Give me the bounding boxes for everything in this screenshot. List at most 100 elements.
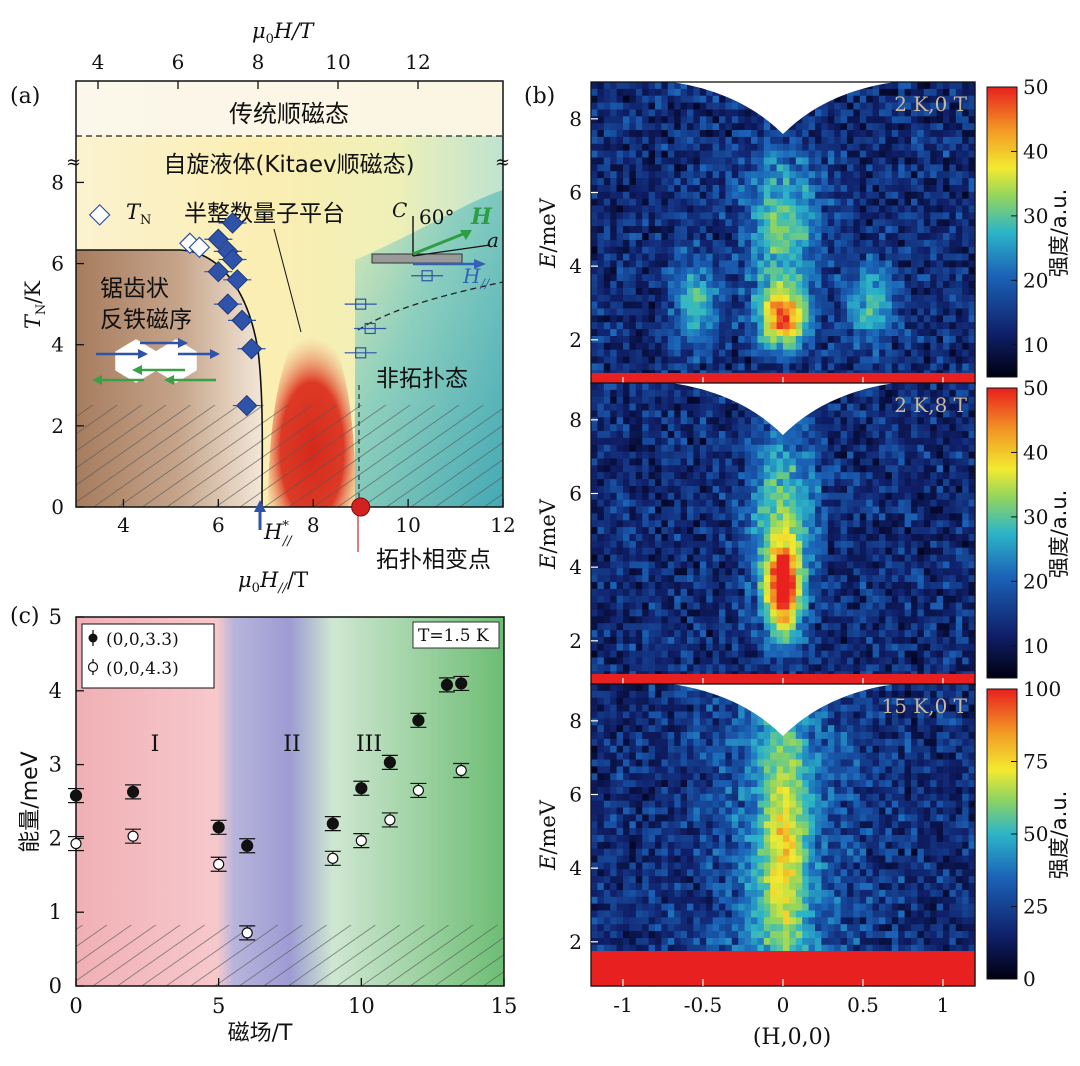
y-tick-label: 6	[569, 180, 582, 204]
tn-label: TN	[126, 200, 151, 228]
y-axis-label: E/meV	[536, 799, 560, 871]
crossover-open-square	[355, 347, 367, 359]
series-1-point	[69, 789, 83, 802]
x-tick-label: 12	[490, 513, 515, 537]
non-topological-label: 非拓扑态	[376, 366, 468, 392]
legend-series-2: (0,0,4.3)	[106, 659, 179, 679]
colorbar	[986, 86, 1018, 378]
x-tick-label: 4	[117, 513, 130, 537]
region-label-ii: II	[283, 732, 300, 757]
spin-liquid-label: 自旋液体(Kitaev顺磁态)	[163, 152, 414, 178]
field-geometry-inset: C 60° H a H//	[371, 198, 499, 292]
colorbar-tick-label: 20	[1023, 268, 1048, 292]
colorbar-tick-label: 10	[1023, 333, 1048, 357]
condition-label: 2 K,8 T	[894, 393, 967, 417]
x-tick-label: 10	[348, 994, 375, 1018]
panel-c-xlabel: 磁场/T	[228, 1021, 293, 1046]
tn-filled-diamond	[221, 248, 244, 271]
colorbar-tick-label: 20	[1023, 569, 1048, 593]
series-2-point	[384, 814, 396, 826]
y-tick-label: 2	[569, 629, 582, 653]
panel-c-ticks: 0 5 10 15 0 1 2 3 4 5	[49, 605, 518, 1018]
region-label-iii: III	[356, 732, 382, 757]
y-tick-label: 6	[569, 481, 582, 505]
crossover-open-square	[364, 322, 376, 335]
colorbar-tick-label: 25	[1023, 895, 1048, 919]
top-axis-label: μ0H/T	[252, 19, 315, 47]
left-axis-label: TN/K	[21, 281, 49, 329]
critical-field-label: H*//	[263, 519, 293, 549]
series-1-point	[455, 677, 468, 690]
crossover-open-square	[355, 298, 367, 310]
colorbar-label: 强度/a.u.	[1047, 490, 1071, 579]
series-1-point	[212, 821, 225, 834]
x-tick-label: 15	[491, 994, 518, 1018]
h-parallel-label: H//	[462, 264, 491, 292]
y-tick-label: 4	[569, 254, 582, 278]
axis-break-left: ≈	[66, 152, 81, 173]
series-1-point	[383, 756, 396, 769]
legend-series-1: (0,0,3.3)	[106, 630, 179, 650]
panel-c-data-points	[68, 675, 470, 941]
transition-point-marker	[351, 497, 371, 517]
series-1-point	[126, 785, 140, 799]
y-tick-label: 2	[569, 328, 582, 352]
x-tick-label: 0.5	[847, 993, 879, 1017]
top-tick-label: 10	[325, 50, 350, 74]
y-tick-label: 5	[49, 605, 62, 629]
region-label-i: I	[151, 732, 160, 757]
colorbar-label: 强度/a.u.	[1047, 189, 1071, 278]
panel-c-legend: (0,0,3.3) (0,0,4.3)	[81, 623, 215, 689]
y-tick-label: 2	[49, 826, 62, 850]
colorbar-tick-label: 50	[1023, 376, 1048, 400]
field-vector-arrowhead	[460, 230, 472, 240]
panel-a: (a) ≈ ≈ 4 6 8 10 12 μ0H/T 4 6 8 10 12 0 2 4 6 8 μ0H/…	[10, 19, 516, 596]
panel-b-xlabel: (H,0,0)	[753, 1025, 831, 1050]
heatmap-panel-2: 2 K,8 T 2 4 6 8 E/meV 10 20 30 40 50 强度/a.u.	[536, 376, 1071, 686]
kinematic-cutoff	[591, 383, 895, 435]
tn-filled-diamond	[236, 394, 258, 417]
y-tick-label: 4	[569, 555, 582, 579]
y-tick-label: 4	[51, 333, 64, 357]
colorbar-tick-label: 30	[1023, 505, 1048, 529]
tn-open-diamond	[188, 236, 211, 259]
x-tick-label: 6	[212, 513, 225, 537]
series-2-point	[412, 784, 424, 797]
series-2-point	[327, 852, 339, 864]
colorbar-tick-label: 30	[1023, 204, 1048, 228]
zigzag-label-line2: 反铁磁序	[100, 307, 192, 333]
colorbar-tick-label: 40	[1023, 440, 1048, 464]
left-axis-ticks: 0 2 4 6 8	[51, 170, 84, 519]
legend-filled-marker	[88, 633, 98, 643]
top-tick-label: 4	[92, 50, 105, 74]
tn-open-diamond	[88, 204, 111, 226]
x-tick-label: 0	[69, 994, 82, 1018]
transition-point-label: 拓扑相变点	[376, 547, 491, 573]
critical-field-arrowhead	[254, 500, 266, 512]
panel-a-frame	[75, 80, 504, 508]
series-2-point	[127, 830, 139, 842]
temperature-box	[412, 621, 500, 649]
bottom-axis-label: μ0H///T	[238, 568, 308, 596]
top-tick-label: 8	[252, 50, 265, 74]
x-tick-label: 1	[937, 993, 950, 1017]
x-tick-label: 8	[307, 513, 320, 537]
y-tick-label: 2	[51, 414, 64, 438]
panel-c: (c) 0 5 10 15 0 1 2 3 4 5 磁场/T 能量/meV I II III (0…	[10, 604, 517, 1046]
kinematic-cutoff	[591, 82, 895, 134]
tn-filled-diamond	[231, 309, 253, 332]
h-parallel-arrowhead	[474, 259, 486, 269]
conventional-paramagnet-label: 传统顺磁态	[229, 100, 349, 128]
colorbar-label: 强度/a.u.	[1047, 791, 1071, 880]
field-vector-line	[412, 230, 469, 256]
hatch-region-c	[76, 925, 504, 986]
colorbar	[986, 387, 1018, 679]
zigzag-schematic-icon	[92, 338, 220, 385]
y-tick-label: 4	[49, 679, 62, 703]
series-2-point	[241, 927, 253, 939]
y-tick-label: 8	[569, 408, 582, 432]
a-axis-line	[412, 244, 491, 257]
tn-filled-diamond	[207, 260, 230, 283]
x-tick-label: 0	[777, 993, 790, 1017]
c-axis-label: C	[392, 198, 407, 222]
